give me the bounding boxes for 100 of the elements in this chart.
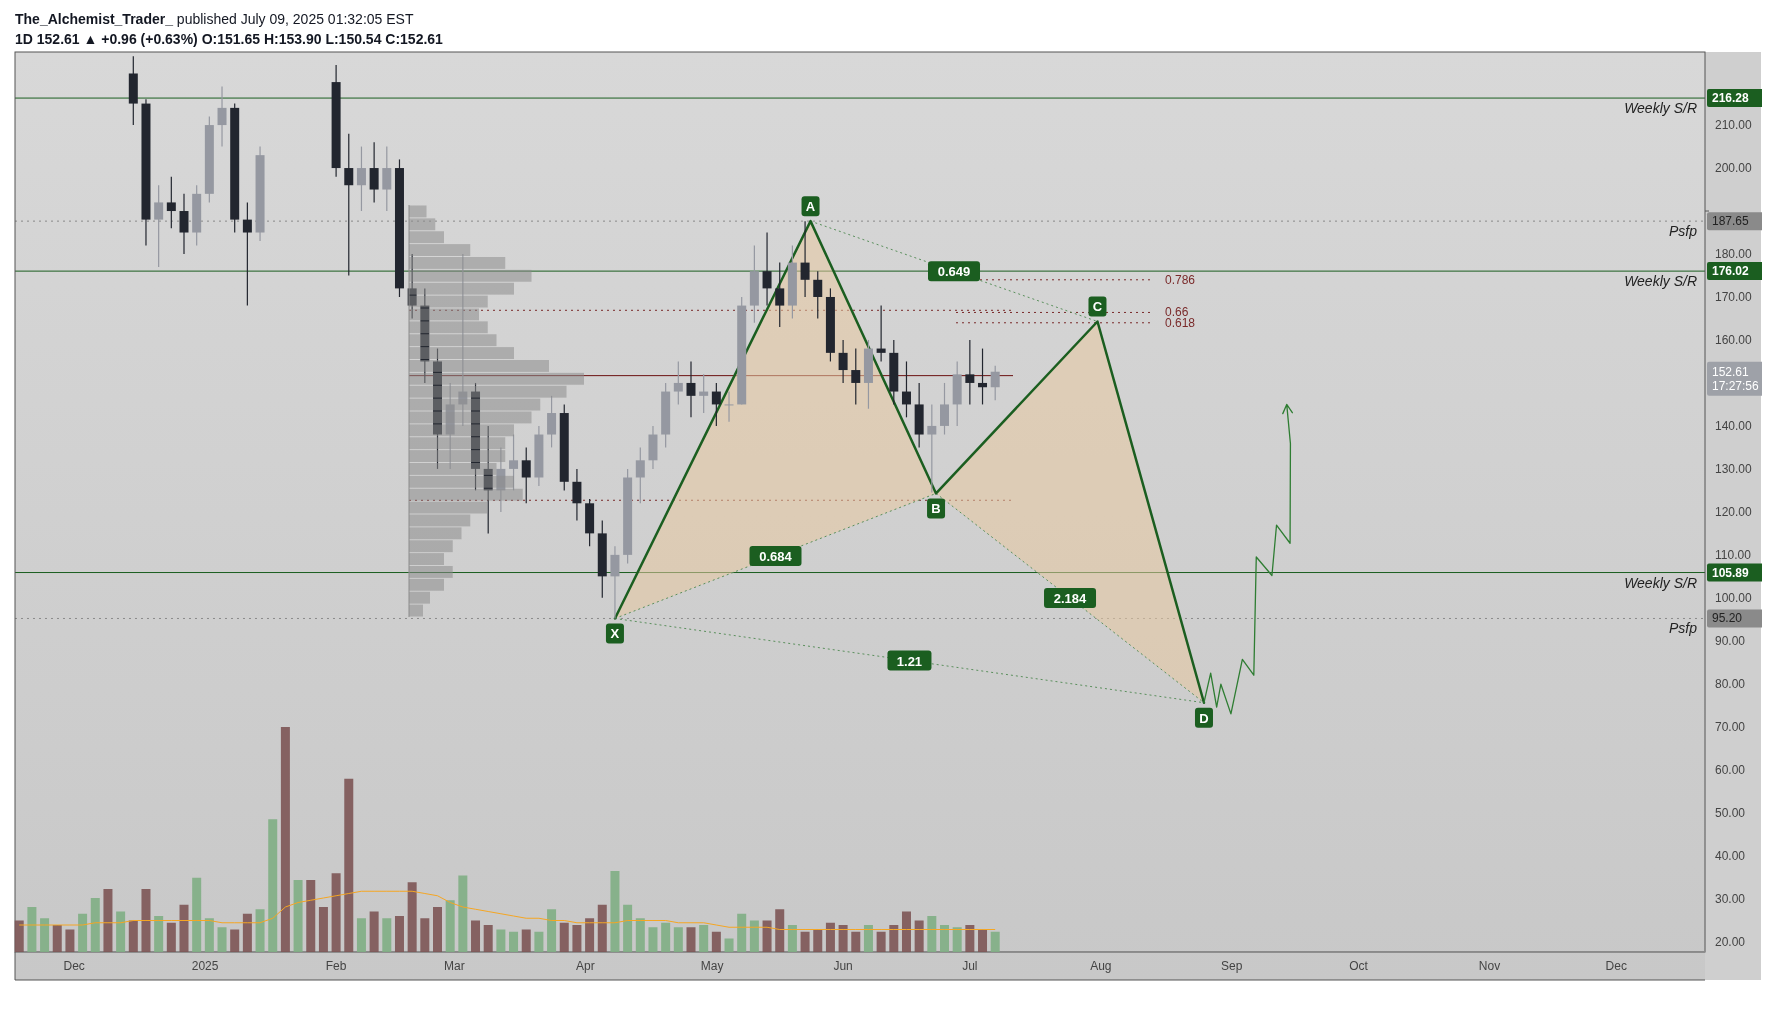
bar — [901, 911, 911, 952]
y-tick-label: 160.00 — [1715, 332, 1753, 347]
candlestick — [509, 433, 519, 491]
x-tick-label: Dec — [1605, 959, 1627, 973]
x-tick-label: Apr — [576, 959, 595, 973]
bar — [927, 916, 937, 952]
candlestick — [635, 446, 645, 504]
x-tick-label: Sep — [1221, 959, 1243, 973]
bar — [409, 566, 453, 578]
bar — [409, 244, 471, 256]
candlestick — [876, 304, 886, 363]
bar — [661, 922, 671, 952]
bar — [483, 925, 493, 952]
annotation: X — [610, 626, 620, 642]
bar — [471, 920, 481, 952]
y-tick-label: 70.00 — [1715, 719, 1746, 734]
candlestick — [344, 133, 354, 277]
bar — [409, 488, 523, 501]
bar — [496, 929, 506, 952]
candlestick — [686, 360, 696, 418]
y-tick-label: 30.00 — [1715, 891, 1746, 906]
bar — [90, 898, 100, 952]
bar — [863, 925, 873, 952]
bar — [686, 927, 696, 952]
bar — [433, 907, 442, 952]
candlestick — [851, 347, 861, 406]
y-tick-label: 110.00 — [1715, 547, 1752, 562]
annotation: 2.184 — [1053, 591, 1088, 607]
candlestick — [496, 446, 506, 513]
bar — [52, 925, 62, 952]
candlestick — [927, 403, 937, 494]
y-tick-label: 20.00 — [1715, 934, 1746, 949]
x-tick-label: 2025 — [191, 959, 219, 973]
bar — [356, 918, 366, 952]
candlestick — [166, 176, 176, 229]
bar — [409, 578, 444, 591]
y-tick-label: 100.00 — [1715, 590, 1753, 605]
annotation: 0.649 — [937, 264, 971, 280]
y-tick-label: 120.00 — [1715, 504, 1753, 519]
y-tick-label: 216.28 — [1712, 91, 1750, 106]
y-tick-label: 152.61 — [1712, 364, 1750, 379]
y-tick-label: 105.89 — [1712, 565, 1750, 580]
y-tick-label: 130.00 — [1715, 461, 1753, 476]
bar — [409, 437, 506, 450]
x-tick-label: Jun — [833, 959, 853, 973]
candlestick — [775, 262, 785, 328]
bar — [394, 916, 404, 952]
bar — [409, 540, 453, 553]
y-tick-label: 210.00 — [1715, 118, 1753, 133]
bar — [318, 907, 328, 952]
y-tick-label: 60.00 — [1715, 762, 1746, 777]
bar — [409, 591, 430, 604]
y-tick-label: 50.00 — [1715, 805, 1746, 820]
bar — [409, 218, 436, 231]
bar — [409, 360, 549, 372]
bar — [724, 938, 734, 952]
bar — [409, 205, 427, 218]
bar — [409, 450, 506, 462]
bar — [306, 880, 316, 952]
bar — [559, 922, 569, 952]
bar — [775, 909, 785, 952]
annotation: 0.684 — [759, 548, 793, 564]
x-tick-label: Oct — [1349, 959, 1369, 973]
candlestick — [990, 365, 1000, 401]
bar — [635, 918, 645, 952]
bar — [369, 911, 379, 952]
x-tick-label: Mar — [444, 959, 465, 973]
bar — [242, 913, 252, 952]
bar — [409, 372, 584, 385]
bar — [409, 308, 479, 321]
bar — [787, 925, 797, 952]
bar — [407, 882, 417, 952]
ref-line-label: Weekly S/R — [1624, 574, 1697, 591]
candlestick — [762, 231, 772, 307]
chart-title: The_Alchemist_Trader_ published July 09, 2025 01:32:05 EST — [15, 11, 414, 27]
bar — [610, 871, 620, 952]
bar — [409, 604, 423, 617]
bar — [255, 909, 265, 952]
ref-line-label: Psfp — [1668, 223, 1698, 240]
bar — [813, 929, 823, 952]
candlestick — [673, 360, 683, 406]
candlestick — [813, 270, 823, 320]
bar — [409, 231, 444, 244]
ref-line-label: Psfp — [1668, 620, 1698, 637]
bar — [40, 918, 50, 952]
y-tick-label: 40.00 — [1715, 848, 1746, 863]
candlestick — [699, 373, 709, 414]
bar — [166, 922, 176, 952]
bar — [838, 925, 848, 952]
bar — [268, 819, 278, 952]
candlestick — [154, 184, 164, 268]
candlestick — [369, 141, 379, 204]
y-tick-label: 180.00 — [1715, 247, 1753, 262]
bar — [851, 931, 861, 952]
candlestick — [483, 425, 493, 534]
candlestick — [940, 382, 949, 436]
candlestick — [838, 339, 848, 384]
chart-subtitle: 1D 152.61 ▲ +0.96 (+0.63%) O:151.65 H:153.90 L:150.54 C:152.61 — [15, 31, 444, 47]
bar — [409, 347, 514, 359]
bar — [409, 501, 488, 514]
